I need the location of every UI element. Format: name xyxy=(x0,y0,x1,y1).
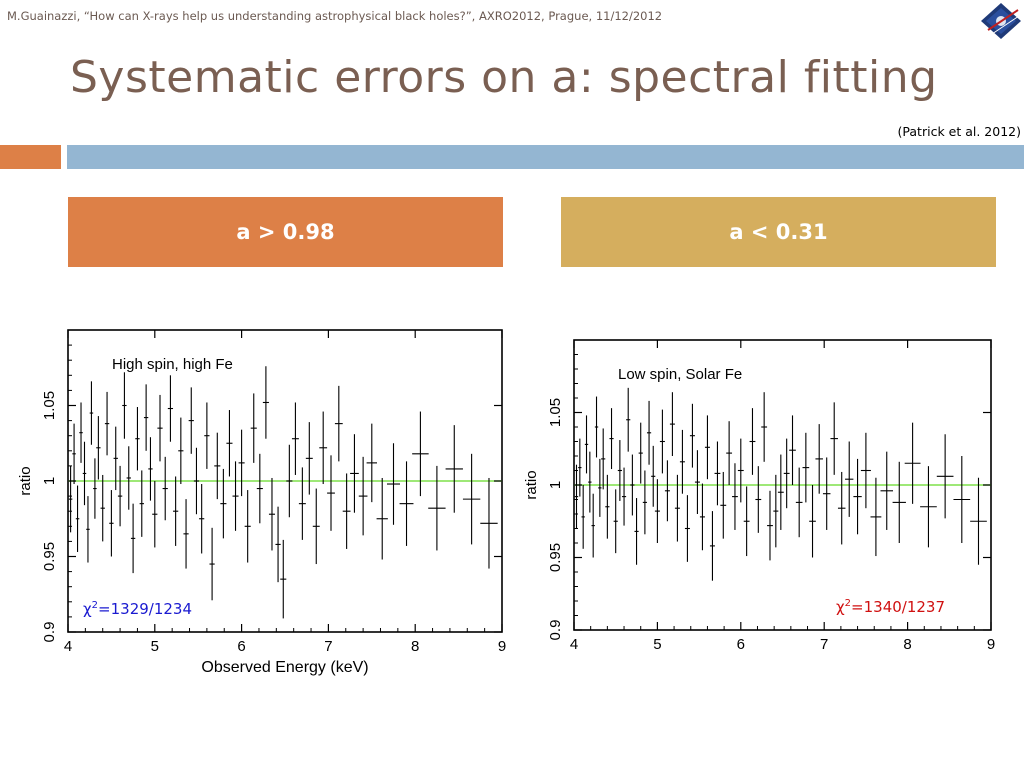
x-tick-label-left: 4 xyxy=(64,638,72,655)
x-axis-label-left: Observed Energy (keV) xyxy=(201,659,368,676)
chi-sup-left: 2 xyxy=(91,600,99,611)
chi-symbol-right: χ xyxy=(836,598,845,616)
y-tick-label-right: 0.95 xyxy=(547,543,564,572)
chi-square-right: χ2=1340/1237 xyxy=(836,598,945,616)
x-tick-label-right: 4 xyxy=(570,636,578,653)
accent-bar-orange xyxy=(0,145,61,169)
y-tick-label-right: 1 xyxy=(547,481,564,489)
x-tick-label-left: 6 xyxy=(237,638,245,655)
y-tick-label-right: 0.9 xyxy=(547,620,564,641)
x-tick-label-right: 7 xyxy=(820,636,828,653)
high-spin-label-box: a > 0.98 xyxy=(68,197,503,267)
plot-title-left: High spin, high Fe xyxy=(112,356,233,373)
x-tick-label-left: 9 xyxy=(498,638,506,655)
chi-sup-right: 2 xyxy=(844,598,852,609)
low-spin-label-box: a < 0.31 xyxy=(561,197,996,267)
x-tick-label-right: 5 xyxy=(653,636,661,653)
y-tick-label-right: 1.05 xyxy=(547,398,564,427)
plot-title-right: Low spin, Solar Fe xyxy=(618,366,742,383)
x-tick-label-left: 8 xyxy=(411,638,419,655)
chi-square-left: χ2=1329/1234 xyxy=(83,600,192,618)
citation: (Patrick et al. 2012) xyxy=(897,124,1021,139)
x-tick-label-left: 7 xyxy=(324,638,332,655)
chi-value-left: =1329/1234 xyxy=(98,600,193,618)
accent-bar-blue xyxy=(67,145,1024,169)
y-tick-label-left: 1.05 xyxy=(41,391,58,420)
x-tick-label-right: 8 xyxy=(903,636,911,653)
y-axis-label-right: ratio xyxy=(523,470,540,499)
x-tick-label-left: 5 xyxy=(151,638,159,655)
x-tick-label-right: 6 xyxy=(737,636,745,653)
y-tick-label-left: 1 xyxy=(41,477,58,485)
slide-byline: M.Guainazzi, “How can X-rays help us und… xyxy=(7,9,663,23)
low-spin-label: a < 0.31 xyxy=(729,220,828,244)
high-spin-label: a > 0.98 xyxy=(236,220,335,244)
y-tick-label-left: 0.9 xyxy=(41,622,58,643)
y-tick-label-left: 0.95 xyxy=(41,542,58,571)
slide-title: Systematic errors on a: spectral fitting xyxy=(70,52,938,103)
chi-value-right: =1340/1237 xyxy=(851,598,946,616)
y-axis-label-left: ratio xyxy=(17,466,34,495)
esa-logo xyxy=(978,0,1024,42)
chi-symbol-left: χ xyxy=(83,600,92,618)
x-tick-label-right: 9 xyxy=(987,636,995,653)
